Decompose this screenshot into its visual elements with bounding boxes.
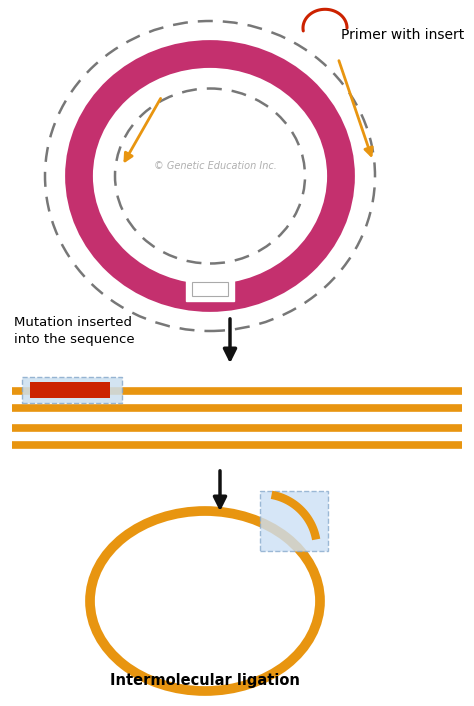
FancyBboxPatch shape	[186, 273, 234, 301]
FancyBboxPatch shape	[30, 382, 110, 398]
Text: Intermolecular ligation: Intermolecular ligation	[110, 673, 300, 688]
Text: © Genetic Education Inc.: © Genetic Education Inc.	[154, 161, 276, 171]
FancyBboxPatch shape	[260, 491, 328, 551]
Text: Mutation inserted
into the sequence: Mutation inserted into the sequence	[14, 316, 135, 346]
Text: Primer with insert: Primer with insert	[341, 28, 464, 42]
FancyBboxPatch shape	[192, 282, 228, 296]
FancyBboxPatch shape	[22, 377, 122, 403]
